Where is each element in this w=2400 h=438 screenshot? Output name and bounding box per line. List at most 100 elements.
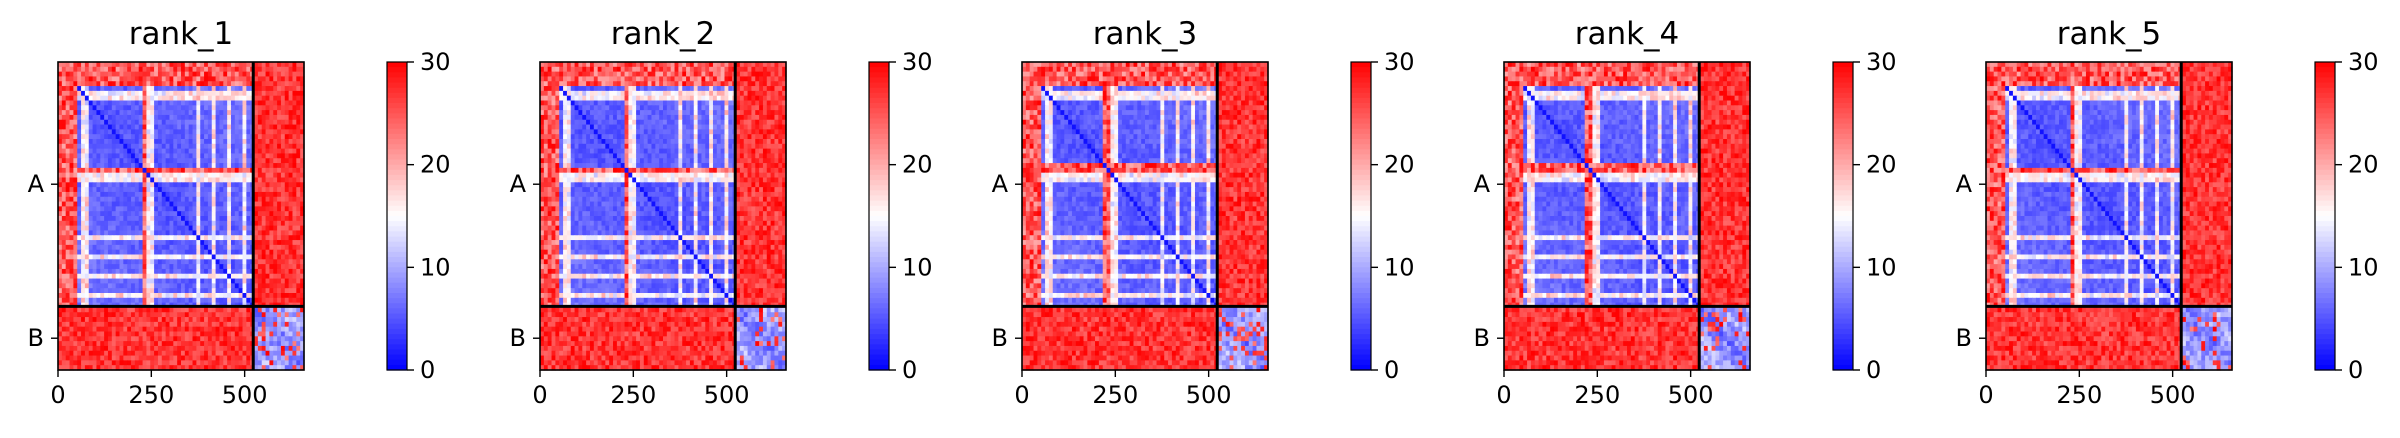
heatmap-cell [120,211,124,216]
heatmap-cell [644,76,648,81]
heatmap-cell [112,187,116,192]
heatmap-cell [123,134,127,139]
heatmap-cell [292,76,296,81]
heatmap-cell [285,283,289,288]
colorbar-segment [387,303,407,309]
heatmap-cell [644,62,648,67]
x-tick-label: 0 [50,381,65,409]
heatmap-cell [204,149,208,154]
heatmap-cell [281,187,285,192]
heatmap-cell [235,259,239,264]
heatmap-cell [590,86,594,91]
heatmap-cell [617,110,621,115]
heatmap-cell [139,307,143,312]
heatmap-cell [81,163,85,168]
heatmap-cell [273,67,277,72]
heatmap-cell [235,283,239,288]
heatmap-cell [223,250,227,255]
heatmap-cell [139,67,143,72]
heatmap-cell [219,168,223,173]
heatmap-cell [173,327,177,332]
heatmap-cell [567,86,571,91]
heatmap-cell [555,72,559,77]
heatmap-cell [158,149,162,154]
heatmap-cell [239,336,243,341]
heatmap-cell [223,288,227,293]
heatmap-cell [189,269,193,274]
heatmap-cell [85,327,89,332]
heatmap-cell [705,62,709,67]
heatmap-cell [189,206,193,211]
heatmap-cell [258,192,262,197]
heatmap-cell [563,62,567,67]
colorbar-segment [387,247,407,253]
heatmap-cell [85,322,89,327]
heatmap-cell [185,101,189,106]
heatmap-cell [281,144,285,149]
heatmap-cell [112,81,116,86]
heatmap-cell [77,120,81,125]
heatmap-cell [116,197,120,202]
heatmap-cell [269,279,273,284]
heatmap-cell [62,245,66,250]
heatmap-cell [582,76,586,81]
heatmap-cell [81,269,85,274]
heatmap-cell [200,153,204,158]
heatmap-cell [243,216,247,221]
heatmap-cell [93,81,97,86]
heatmap-cell [104,327,108,332]
heatmap-cell [771,67,775,72]
heatmap-cell [139,120,143,125]
heatmap-cell [193,230,197,235]
heatmap-cell [131,283,135,288]
heatmap-cell [104,96,108,101]
heatmap-cell [571,86,575,91]
heatmap-cell [586,91,590,96]
heatmap-cell [682,67,686,72]
heatmap-cell [243,178,247,183]
heatmap-cell [296,307,300,312]
heatmap-cell [269,120,273,125]
heatmap-cell [296,312,300,317]
heatmap-cell [189,163,193,168]
heatmap-cell [559,105,563,110]
heatmap-cell [100,163,104,168]
heatmap-cell [93,76,97,81]
heatmap-cell [262,81,266,86]
heatmap-cell [678,86,682,91]
heatmap-cell [751,91,755,96]
heatmap-cell [127,81,131,86]
heatmap-cell [594,96,598,101]
heatmap-cell [143,206,147,211]
heatmap-cell [162,245,166,250]
heatmap-cell [285,346,289,351]
heatmap-cell [285,255,289,260]
heatmap-cell [285,187,289,192]
heatmap-cell [139,178,143,183]
heatmap-cell [292,216,296,221]
heatmap-cell [162,322,166,327]
heatmap-cell [709,72,713,77]
heatmap-cell [70,332,74,337]
heatmap-cell [89,110,93,115]
heatmap-cell [262,115,266,120]
heatmap-cell [246,72,250,77]
heatmap-cell [146,332,150,337]
heatmap-cell [108,67,112,72]
heatmap-cell [162,163,166,168]
heatmap-cell [77,153,81,158]
heatmap-cell [185,226,189,231]
heatmap-cell [212,226,216,231]
heatmap-cell [289,125,293,130]
heatmap-cell [162,72,166,77]
heatmap-cell [143,283,147,288]
heatmap-cell [774,101,778,106]
heatmap-cell [258,182,262,187]
heatmap-cell [181,336,185,341]
heatmap-cell [77,336,81,341]
heatmap-cell [131,62,135,67]
heatmap-cell [227,264,231,269]
heatmap-cell [694,81,698,86]
heatmap-cell [108,226,112,231]
heatmap-cell [104,144,108,149]
